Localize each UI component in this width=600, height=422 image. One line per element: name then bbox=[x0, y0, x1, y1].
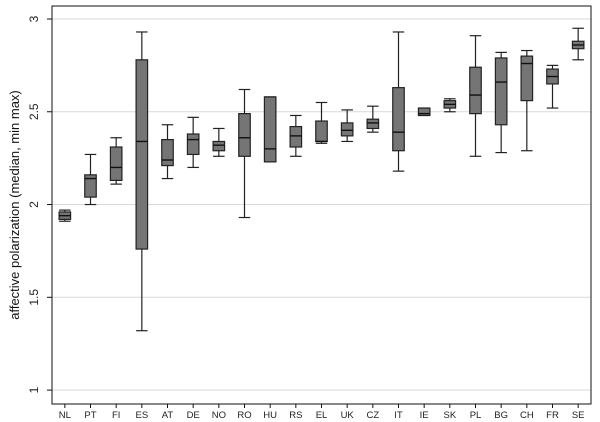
box-fi bbox=[109, 137, 123, 185]
x-tick-label-se: SE bbox=[572, 410, 585, 421]
box-es bbox=[135, 31, 149, 332]
iqr-box bbox=[494, 57, 508, 126]
x-tick-label-cz: CZ bbox=[366, 410, 379, 421]
iqr-box bbox=[212, 140, 226, 152]
iqr-box bbox=[289, 126, 303, 148]
y-tick-label: 3 bbox=[27, 15, 41, 22]
x-tick-label-de: DE bbox=[187, 410, 200, 421]
x-tick-label-rs: RS bbox=[289, 410, 302, 421]
x-tick-label-it: IT bbox=[394, 410, 403, 421]
x-tick-label-el: EL bbox=[316, 410, 328, 421]
x-tick-label-uk: UK bbox=[341, 410, 355, 421]
y-tick-label: 1 bbox=[27, 386, 41, 393]
iqr-box bbox=[263, 96, 277, 163]
x-axis: NL PT FI ES AT DE NO RO HU RS EL UK CZ IT IE SK PL BG CH FR… bbox=[59, 404, 585, 421]
iqr-box bbox=[469, 66, 482, 115]
iqr-box bbox=[186, 133, 200, 156]
box-sk bbox=[443, 98, 457, 113]
box-series bbox=[58, 27, 585, 332]
iqr-box bbox=[238, 113, 251, 157]
iqr-box bbox=[417, 107, 431, 117]
box-it bbox=[392, 31, 405, 172]
x-tick-label-es: ES bbox=[135, 410, 148, 421]
iqr-box bbox=[520, 55, 534, 102]
y-tick-label: 2 bbox=[27, 201, 41, 208]
box-rs bbox=[289, 114, 303, 157]
x-tick-label-ch: CH bbox=[520, 410, 534, 421]
box-at bbox=[161, 124, 174, 180]
box-de bbox=[186, 116, 200, 169]
iqr-box bbox=[135, 59, 149, 250]
y-axis: 1 1.5 2 2.5 3 bbox=[27, 15, 52, 393]
x-tick-label-fr: FR bbox=[546, 410, 559, 421]
box-no bbox=[212, 127, 226, 157]
iqr-box bbox=[315, 120, 328, 143]
iqr-box bbox=[84, 174, 97, 198]
x-tick-label-ro: RO bbox=[237, 410, 251, 421]
y-tick-label: 1.5 bbox=[27, 289, 41, 306]
box-bg bbox=[494, 51, 508, 154]
iqr-box bbox=[340, 122, 354, 137]
x-tick-label-ie: IE bbox=[420, 410, 429, 421]
box-uk bbox=[340, 109, 354, 143]
box-pt bbox=[84, 153, 97, 206]
box-el bbox=[315, 101, 328, 144]
box-ie bbox=[417, 107, 431, 117]
x-tick-label-pt: PT bbox=[84, 410, 96, 421]
iqr-box bbox=[392, 87, 405, 152]
x-tick-label-hu: HU bbox=[263, 410, 277, 421]
box-pl bbox=[469, 35, 482, 157]
iqr-box bbox=[109, 146, 123, 182]
box-cz bbox=[366, 105, 380, 133]
x-tick-label-bg: BG bbox=[494, 410, 508, 421]
x-tick-label-nl: NL bbox=[59, 410, 71, 421]
x-tick-label-pl: PL bbox=[470, 410, 482, 421]
x-tick-label-no: NO bbox=[212, 410, 226, 421]
x-tick-label-at: AT bbox=[162, 410, 174, 421]
y-axis-label: affective polarization (median, min max) bbox=[7, 90, 22, 320]
box-fr bbox=[546, 64, 559, 109]
iqr-box bbox=[366, 118, 380, 130]
x-tick-label-fi: FI bbox=[112, 410, 120, 421]
box-ro bbox=[238, 88, 251, 219]
box-ch bbox=[520, 49, 534, 152]
box-nl bbox=[58, 209, 72, 222]
y-tick-label: 2.5 bbox=[27, 103, 41, 120]
iqr-box bbox=[161, 138, 174, 167]
box-hu bbox=[263, 96, 277, 163]
x-tick-label-sk: SK bbox=[443, 410, 456, 421]
box-se bbox=[571, 27, 585, 61]
